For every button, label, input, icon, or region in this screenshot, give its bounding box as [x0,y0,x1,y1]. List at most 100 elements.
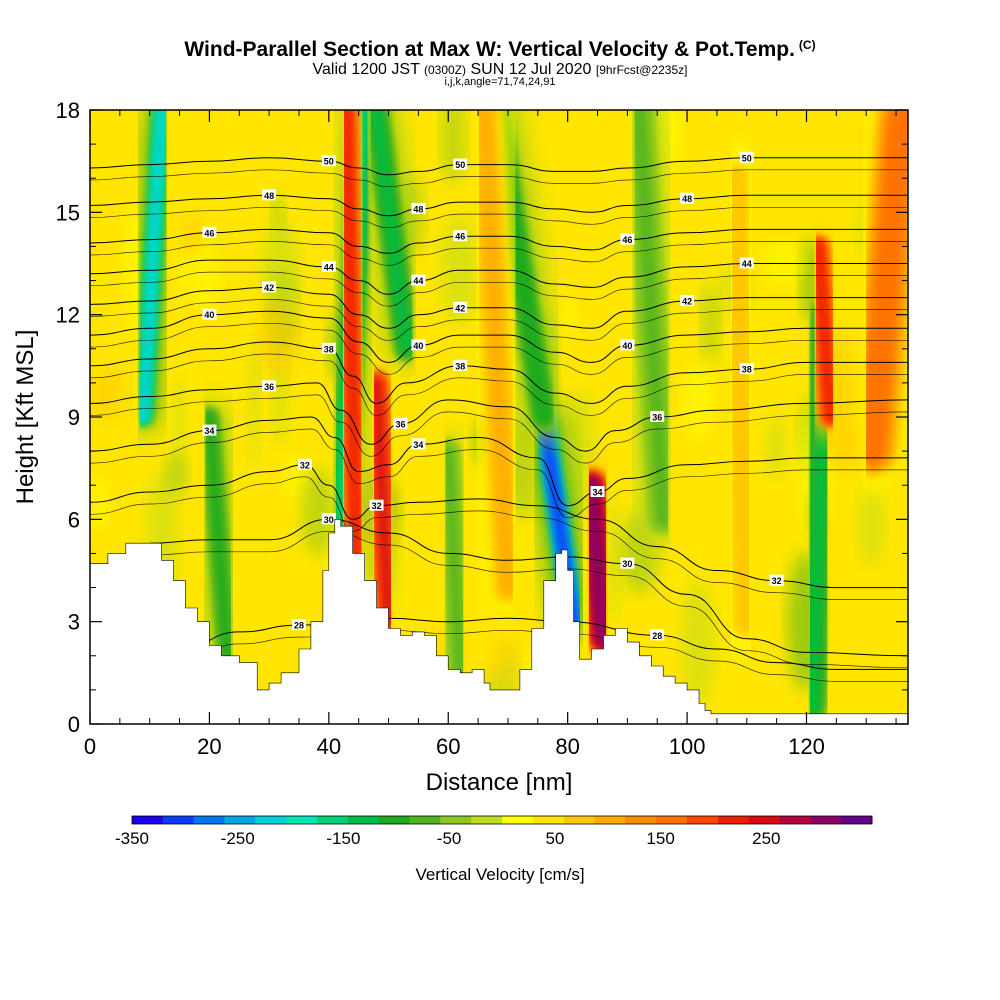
isentrope-label: 32 [300,460,310,470]
isentrope-label: 42 [682,297,692,307]
isentrope-label: 38 [742,365,752,375]
isentrope-label: 40 [204,310,214,320]
isentrope-minor [90,322,908,375]
isentrope-label-bg [262,281,277,293]
downdraft-8-band [632,110,671,527]
velocity-blob [765,241,803,284]
isentrope-label: 30 [622,559,632,569]
colorbar-tick-label: 50 [545,829,564,848]
x-tick-label: 120 [788,734,825,759]
isentrope-label-bg [680,192,695,204]
isentrope-label-bg [262,380,277,392]
isentrope-label: 38 [324,344,334,354]
isentrope-30 [149,518,908,657]
isentrope-minor [90,206,908,229]
isentrope-36 [90,382,908,452]
downdraft-3-band [370,110,413,355]
isentrope-label-bg [393,417,408,429]
isentrope-label-bg [590,486,605,497]
colorbar-swatch [563,816,595,824]
isentrope-minor [90,271,908,307]
colorbar-tick-label: -150 [326,829,360,848]
isentrope-label: 36 [395,419,405,429]
y-tick-label: 9 [68,405,80,430]
x-tick-label: 80 [555,734,579,759]
colorbar-title: Vertical Velocity [cm/s] [415,865,584,884]
chart-title-text: Wind-Parallel Section at Max W: Vertical… [184,38,795,61]
colorbar-swatch [286,816,318,824]
isentrope-label: 40 [622,341,632,351]
isentrope-label-bg [321,155,336,167]
colorbar-swatch [162,816,195,824]
isentrope-label-bg [739,363,754,375]
isentrope-34 [90,416,908,507]
isentrope-label: 28 [294,621,304,631]
isentrope-label: 50 [455,160,465,170]
copyright-mark: (C) [798,38,816,52]
isentrope-label: 48 [264,191,274,201]
y-tick-label: 12 [56,303,80,328]
colorbar-tick-label: -350 [115,829,149,848]
x-axis-title: Distance [nm] [426,769,573,796]
isentrope-label-bg [262,189,277,201]
isentrope-label-bg [411,274,426,286]
velocity-blob [681,580,715,706]
colorbar-frame [131,815,873,825]
isentrope-minor [90,299,908,341]
colorbar-swatch [687,816,719,824]
isentrope-32 [90,464,908,589]
isentrope-label: 38 [455,361,465,371]
isentrope-label-bg [297,458,312,470]
isentrope-minor [90,428,908,519]
velocity-blob [659,110,681,171]
isentrope-minor [90,476,908,600]
colorbar-swatch [748,816,780,824]
velocity-blob [261,219,300,320]
updraft-6 [462,110,531,610]
colorbar-swatch [594,816,626,824]
velocity-blob [441,110,466,185]
isentrope-label-bg [202,308,217,320]
isentrope-label-bg [739,257,754,269]
isentrope-label-bg [321,260,336,272]
isentrope-minor [90,169,908,188]
isentrope-label-bg [453,230,468,242]
isentrope-label-bg [680,295,695,306]
chart-title: Wind-Parallel Section at Max W: Vertical… [0,38,1000,62]
velocity-blob [858,482,885,567]
isentrope-50 [90,157,908,176]
grid-indices: i,j,k,angle=71,74,24,91 [444,76,556,88]
isentrope-44 [90,259,908,295]
isentrope-label-bg [453,158,468,170]
isentrope-label: 44 [324,262,334,272]
y-axis-title: Height [Kft MSL] [12,330,39,505]
colorbar-swatch [224,816,256,824]
downdraft-9-band [442,445,466,679]
isentrope-label: 42 [264,283,274,293]
colorbar: -350 -250 -150 -50 50 150 250 [115,815,873,848]
isentrope-label-bg [769,574,784,586]
velocity-blob [562,298,577,339]
downdraft-9 [433,436,476,688]
velocity-blob [766,415,786,480]
colorbar-swatch [779,816,811,824]
isentrope-label-bg [620,339,635,351]
forecast-info: [9hrFcst@2235z] [595,63,688,77]
isentrope-label: 48 [682,194,692,204]
isentrope-contours: 28 28 30 30 32 32 32 34 34 34 36 36 36 38 38 38 40 40 40 42… [90,151,908,682]
colorbar-swatch [471,816,503,824]
downdraft-8 [619,110,684,540]
updraft-5-band [859,110,908,464]
y-tick-label: 6 [68,507,80,532]
updraft-4 [802,230,847,434]
velocity-blob [683,361,713,440]
x-tick-label: 100 [669,734,706,759]
colorbar-swatch [193,816,225,824]
isentrope-label-bg [321,342,336,354]
isentrope-minor [90,241,908,266]
isentrope-label: 32 [372,501,382,511]
isentrope-label-bg [453,359,468,371]
isentrope-label: 34 [413,440,423,450]
isentrope-label: 36 [652,413,662,423]
